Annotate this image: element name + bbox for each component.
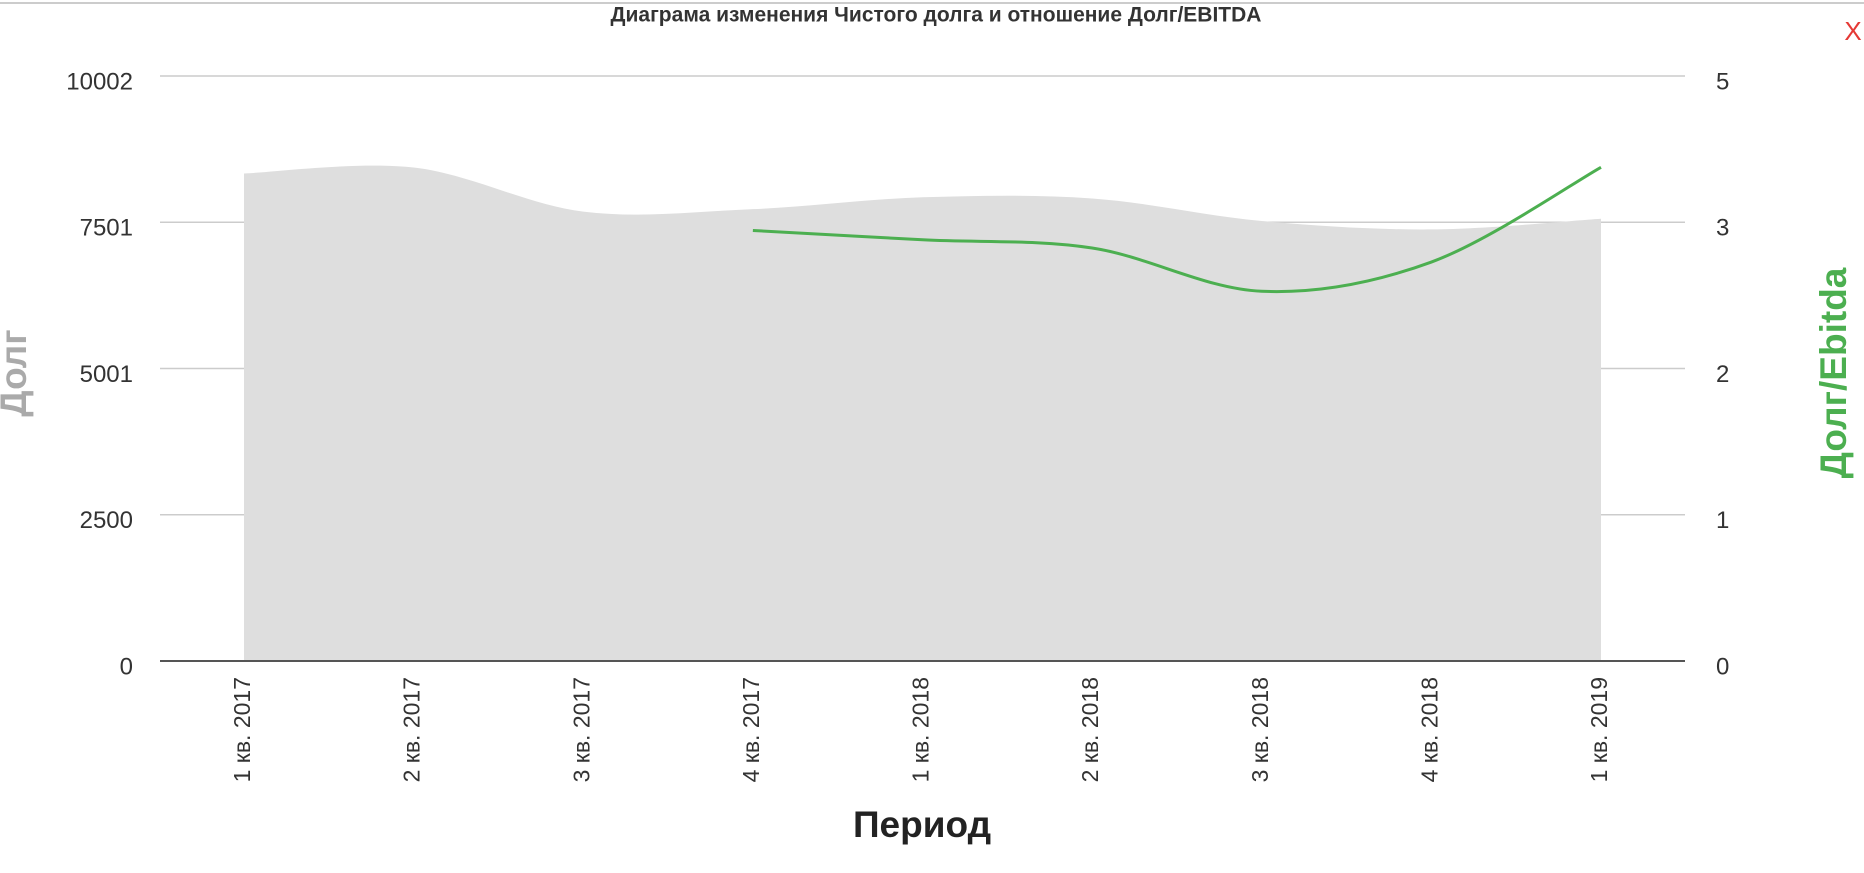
y-tick-label: 2500 — [80, 507, 133, 534]
x-tick-label: 4 кв. 2017 — [738, 677, 764, 782]
x-tick-label: 3 кв. 2017 — [568, 677, 594, 782]
area — [244, 165, 1601, 661]
y2-tick-label: 3 — [1716, 215, 1729, 242]
x-tick-label: 3 кв. 2018 — [1247, 677, 1273, 782]
x-tick-label: 4 кв. 2018 — [1416, 677, 1442, 782]
close-button[interactable]: X — [1844, 16, 1861, 46]
x-axis-title: Период — [853, 804, 991, 845]
x-tick-label: 1 кв. 2017 — [229, 677, 255, 782]
y2-axis-title: Долг/Ebitda — [1813, 267, 1854, 478]
y2-tick-label: 0 — [1716, 653, 1729, 680]
x-tick-label: 2 кв. 2018 — [1077, 677, 1103, 782]
line — [752, 165, 1602, 294]
y-tick-label: 0 — [120, 653, 133, 680]
y-tick-label: 5001 — [80, 361, 133, 388]
y2-tick-label: 5 — [1716, 68, 1729, 95]
chart-title: Диаграма изменения Чистого долга и отнош… — [611, 4, 1262, 27]
y-tick-label: 10002 — [66, 68, 133, 95]
y2-tick-label: 2 — [1716, 361, 1729, 388]
y-axis-title: Долг — [0, 329, 34, 416]
y2-tick-label: 1 — [1716, 507, 1729, 534]
x-tick-label: 1 кв. 2018 — [908, 677, 934, 782]
x-tick-label: 1 кв. 2019 — [1586, 677, 1612, 782]
y-tick-label: 7501 — [80, 215, 133, 242]
x-tick-label: 2 кв. 2017 — [399, 677, 425, 782]
